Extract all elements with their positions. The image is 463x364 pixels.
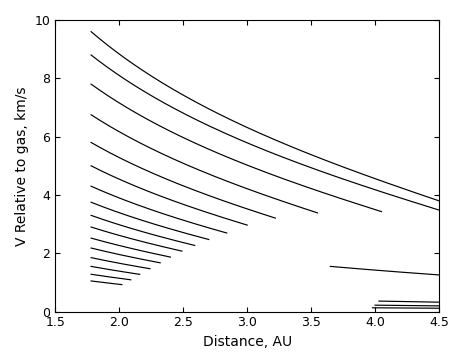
Y-axis label: V Relative to gas, km/s: V Relative to gas, km/s xyxy=(15,86,29,246)
X-axis label: Distance, AU: Distance, AU xyxy=(202,335,291,349)
